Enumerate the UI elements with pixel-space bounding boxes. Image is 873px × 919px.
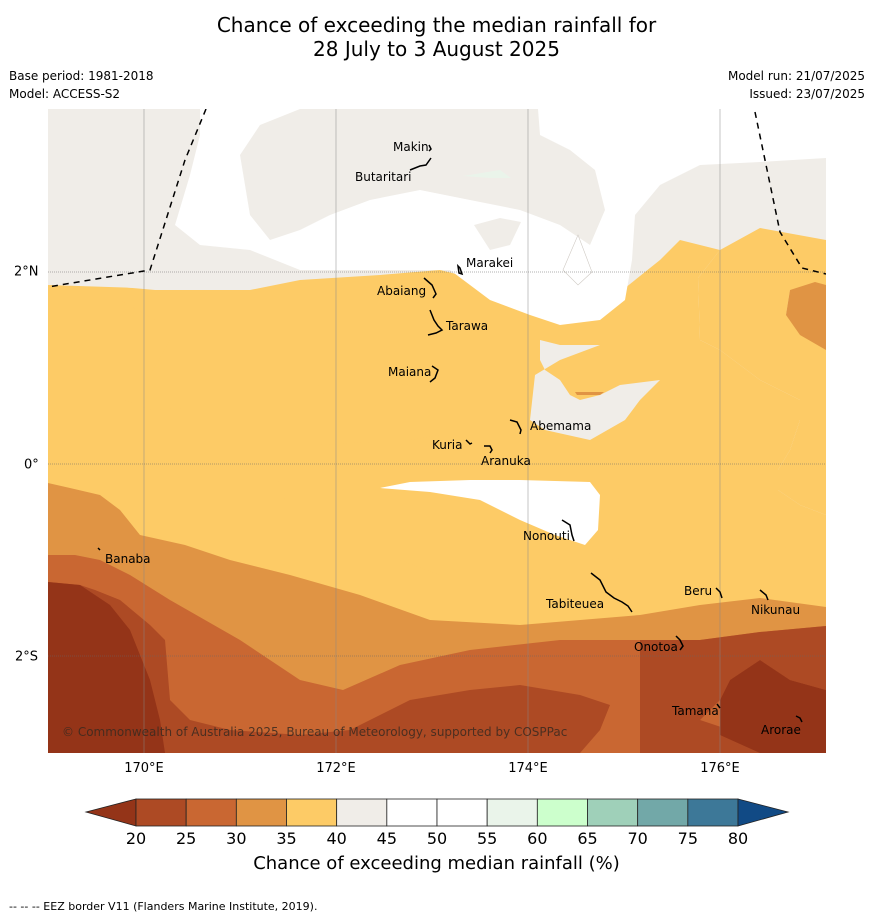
colorbar-segment-55-60 — [486, 798, 538, 827]
label-butaritari: Butaritari — [355, 170, 412, 184]
nw-grey-patch — [48, 109, 200, 212]
colorbar-segment-50-55 — [436, 798, 488, 827]
colorbar — [84, 798, 790, 827]
colorbar-tick-label: 70 — [627, 829, 648, 848]
island-marakei — [456, 263, 464, 276]
island-makin — [428, 144, 432, 152]
colorbar-tick-label: 55 — [476, 829, 498, 848]
label-makin: Makin — [393, 140, 429, 154]
model-run: Model run: 21/07/2025 — [727, 69, 865, 83]
colorbar-title: Chance of exceeding median rainfall (%) — [253, 853, 620, 874]
label-tarawa: Tarawa — [445, 319, 488, 333]
colorbar-segment-65-70 — [587, 798, 639, 827]
band-30-35-east-patch — [786, 282, 826, 350]
y-tick-2s: 2°S — [15, 649, 39, 665]
band-55-60-patch — [463, 170, 511, 178]
colorbar-tick-label: 30 — [226, 829, 247, 848]
island-beru — [715, 587, 723, 599]
issued-date: Issued: 23/07/2025 — [749, 87, 865, 101]
label-marakei: Marakei — [466, 256, 513, 270]
grey-islet-1 — [474, 218, 521, 250]
island-banaba — [97, 547, 101, 551]
copyright-notice: © Commonwealth of Australia 2025, Bureau… — [62, 725, 567, 739]
label-abaiang: Abaiang — [377, 284, 426, 298]
island-arorae — [795, 715, 803, 723]
band-45-55-south — [380, 480, 600, 545]
colorbar-tick-label: 35 — [276, 829, 297, 848]
colorbar-tick-label: 80 — [727, 829, 749, 848]
label-aranuka: Aranuka — [481, 454, 531, 468]
band-45-55 — [175, 109, 826, 325]
island-aranuka — [484, 445, 493, 454]
eez-footnote: -- -- -- EEZ border V11 (Flanders Marine… — [9, 900, 318, 913]
base-period: Base period: 1981-2018 — [9, 69, 154, 83]
label-maiana: Maiana — [388, 365, 431, 379]
islands — [97, 144, 803, 723]
label-nonouti: Nonouti — [523, 529, 570, 543]
chart-title-line2: 28 July to 3 August 2025 — [313, 37, 560, 61]
colorbar-under-arrow — [84, 798, 137, 827]
label-nikunau: Nikunau — [751, 603, 800, 617]
island-abemama — [509, 419, 522, 435]
colorbar-segments — [135, 798, 739, 827]
island-kuria — [465, 439, 473, 445]
x-tick-172e: 172°E — [316, 761, 356, 776]
island-maiana — [429, 365, 439, 383]
colorbar-segment-30-35 — [235, 798, 287, 827]
colorbar-over-arrow — [737, 798, 790, 827]
x-tick-176e: 176°E — [700, 761, 740, 776]
colorbar-tick-label: 75 — [677, 829, 699, 848]
band-20-25-se — [640, 626, 826, 753]
colorbar-tick-label: 50 — [426, 829, 448, 848]
island-tarawa — [427, 309, 444, 336]
colorbar-segment-45-50 — [386, 798, 438, 827]
label-beru: Beru — [684, 584, 712, 598]
x-tick-170e: 170°E — [124, 761, 164, 776]
label-tabiteuea: Tabiteuea — [545, 597, 604, 611]
band-20-25-sw — [48, 582, 610, 753]
label-onotoa: Onotoa — [634, 640, 678, 654]
island-tamana — [716, 703, 721, 709]
model-name: Model: ACCESS-S2 — [9, 87, 121, 101]
colorbar-segment-20-25 — [135, 798, 187, 827]
island-abaiang — [423, 277, 437, 299]
label-kuria: Kuria — [432, 438, 463, 452]
band-under-20-east — [720, 660, 826, 753]
map-svg: Makin Butaritari Marakei Abaiang Tarawa … — [48, 109, 826, 753]
band-35-40-interior — [48, 109, 826, 700]
island-onotoa — [675, 635, 684, 651]
x-tick-174e: 174°E — [508, 761, 548, 776]
rainfall-map: Makin Butaritari Marakei Abaiang Tarawa … — [48, 109, 826, 753]
small-orange-patch — [575, 392, 604, 395]
colorbar-tick-label: 45 — [376, 829, 398, 848]
label-arorae: Arorae — [761, 723, 801, 737]
colorbar-segment-35-40 — [286, 798, 338, 827]
label-tamana: Tamana — [671, 704, 719, 718]
colorbar-tick-label: 65 — [577, 829, 598, 848]
band-25-30-south — [48, 555, 826, 753]
island-nonouti — [561, 519, 575, 542]
y-tick-0: 0° — [24, 457, 39, 473]
colorbar-tick-label: 40 — [326, 829, 347, 848]
island-butaritari — [409, 157, 432, 171]
nw-grey-patch-2 — [48, 228, 200, 290]
colorbar-segment-60-65 — [536, 798, 588, 827]
colorbar-segment-40-45 — [336, 798, 388, 827]
island-tabiteuea — [590, 572, 633, 613]
parallels — [48, 271, 826, 657]
colorbar-tick-label: 60 — [527, 829, 548, 848]
chart-title-line1: Chance of exceeding the median rainfall … — [216, 13, 657, 37]
colorbar-tick-label: 25 — [175, 829, 197, 848]
colorbar-segment-25-30 — [185, 798, 237, 827]
band-under-20-west — [48, 582, 165, 753]
island-nikunau — [759, 589, 769, 601]
colorbar-segment-75-80 — [687, 798, 739, 827]
label-banaba: Banaba — [105, 552, 151, 566]
y-tick-2n: 2°N — [14, 264, 39, 280]
label-abemama: Abemama — [530, 419, 591, 433]
colorbar-segment-70-75 — [637, 798, 689, 827]
colorbar-tick-label: 20 — [125, 829, 147, 848]
eez-border — [48, 109, 826, 288]
graticule — [143, 109, 721, 753]
